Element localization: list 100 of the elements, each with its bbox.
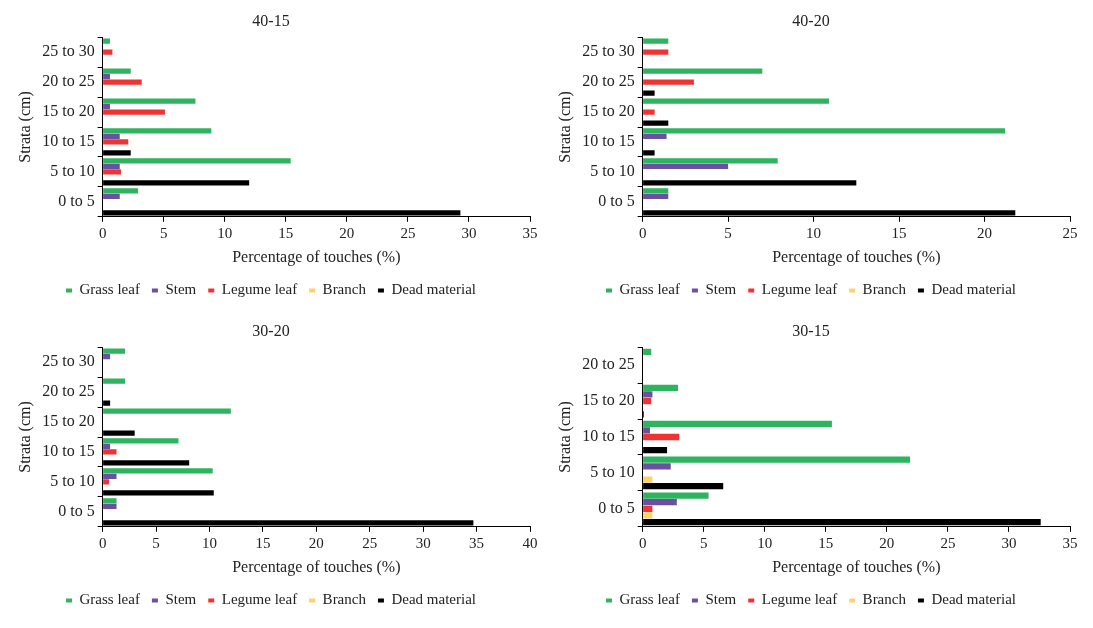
y-tick-label: 5 to 10 [50, 162, 95, 180]
bar [103, 139, 129, 145]
bar [103, 408, 231, 414]
y-tick-label: 0 to 5 [598, 499, 635, 517]
x-tick-label: 35 [522, 224, 538, 241]
y-tick-label: 0 to 5 [58, 192, 95, 210]
legend-label: Branch [862, 591, 907, 608]
legend-label: Legume leaf [761, 591, 838, 608]
x-tick-label: 30 [1001, 534, 1017, 551]
bar [643, 49, 669, 55]
bar [103, 128, 212, 134]
y-tick-label: 20 to 25 [582, 355, 635, 373]
y-tick-label: 10 to 15 [582, 132, 635, 150]
y-tick-label: 20 to 25 [582, 72, 635, 90]
legend-label: Branch [322, 591, 367, 608]
chart-title: 30-15 [792, 321, 830, 339]
bar [643, 456, 911, 463]
x-tick-label: 25 [940, 534, 956, 551]
x-tick-label: 20 [879, 534, 895, 551]
bar [103, 38, 110, 44]
x-tick-label: 15 [891, 224, 907, 241]
bar [643, 512, 653, 519]
bar [103, 473, 117, 480]
bar [643, 193, 669, 199]
bar [643, 68, 763, 74]
x-tick-label: 5 [699, 534, 708, 551]
x-tick-label: 25 [1062, 224, 1078, 241]
x-tick-label: 30 [461, 224, 477, 241]
x-tick-label: 0 [638, 224, 647, 241]
x-tick-label: 25 [362, 534, 378, 551]
chart-title: 40-15 [252, 11, 290, 29]
y-axis-title: Strata (cm) [555, 401, 574, 473]
bar [103, 503, 117, 509]
x-tick-label: 20 [308, 534, 324, 551]
legend-label: Stem [705, 591, 737, 608]
y-axis-title: Strata (cm) [15, 91, 34, 163]
bar [643, 492, 709, 499]
x-tick-label: 5 [159, 224, 168, 241]
y-axis-title: Strata (cm) [15, 401, 34, 473]
x-tick-label: 10 [757, 534, 773, 551]
x-tick-label: 0 [98, 534, 107, 551]
y-tick-label: 20 to 25 [42, 382, 95, 400]
bar [643, 384, 679, 391]
x-tick-label: 25 [400, 224, 416, 241]
legend-label: Dead material [391, 591, 476, 608]
y-tick-label: 5 to 10 [50, 472, 95, 490]
bar [643, 133, 667, 140]
y-tick-label: 5 to 10 [590, 162, 635, 180]
x-tick-label: 35 [469, 534, 485, 551]
x-tick-label: 20 [339, 224, 355, 241]
x-tick-label: 10 [806, 224, 822, 241]
bar [643, 427, 650, 434]
bar [103, 73, 110, 80]
y-tick-label: 10 to 15 [582, 427, 635, 445]
bar [643, 188, 669, 194]
bar [643, 420, 832, 427]
x-tick-label: 0 [98, 224, 107, 241]
bar [643, 463, 671, 470]
bar [103, 49, 113, 55]
bar [103, 193, 120, 199]
legend-label: Grass leaf [619, 281, 680, 298]
bar [103, 188, 139, 194]
bar [103, 98, 196, 104]
bar [103, 133, 120, 140]
bar [643, 397, 652, 405]
y-tick-label: 20 to 25 [42, 72, 95, 90]
legend-label: Legume leaf [761, 281, 838, 298]
bar [643, 163, 729, 170]
bar [103, 479, 110, 485]
bar [103, 443, 111, 450]
x-tick-label: 40 [522, 534, 538, 551]
x-axis-title: Percentage of touches (%) [772, 247, 941, 266]
x-tick-label: 5 [152, 534, 160, 551]
y-tick-label: 5 to 10 [590, 463, 635, 481]
bar [103, 354, 111, 360]
x-axis-title: Percentage of touches (%) [232, 557, 401, 576]
legend-label: Dead material [391, 281, 476, 298]
y-tick-label: 0 to 5 [58, 502, 95, 520]
legend-label: Legume leaf [221, 591, 298, 608]
legend-label: Legume leaf [221, 281, 298, 298]
bar [103, 109, 165, 115]
bar [643, 391, 653, 398]
y-tick-label: 15 to 20 [42, 412, 95, 430]
y-tick-label: 15 to 20 [42, 102, 95, 120]
bar [643, 109, 655, 115]
bar [103, 169, 121, 175]
legend-label: Branch [322, 281, 367, 298]
x-axis-title: Percentage of touches (%) [232, 247, 401, 266]
y-tick-label: 15 to 20 [582, 102, 635, 120]
bar [103, 158, 291, 164]
legend-label: Grass leaf [619, 591, 680, 608]
bar [103, 378, 126, 384]
bar [643, 476, 653, 483]
bar [643, 505, 653, 512]
legend-label: Grass leaf [79, 281, 140, 298]
legend-label: Grass leaf [79, 591, 140, 608]
bar [643, 79, 694, 85]
legend-label: Stem [165, 591, 197, 608]
bar [103, 449, 117, 455]
bar [103, 468, 213, 474]
